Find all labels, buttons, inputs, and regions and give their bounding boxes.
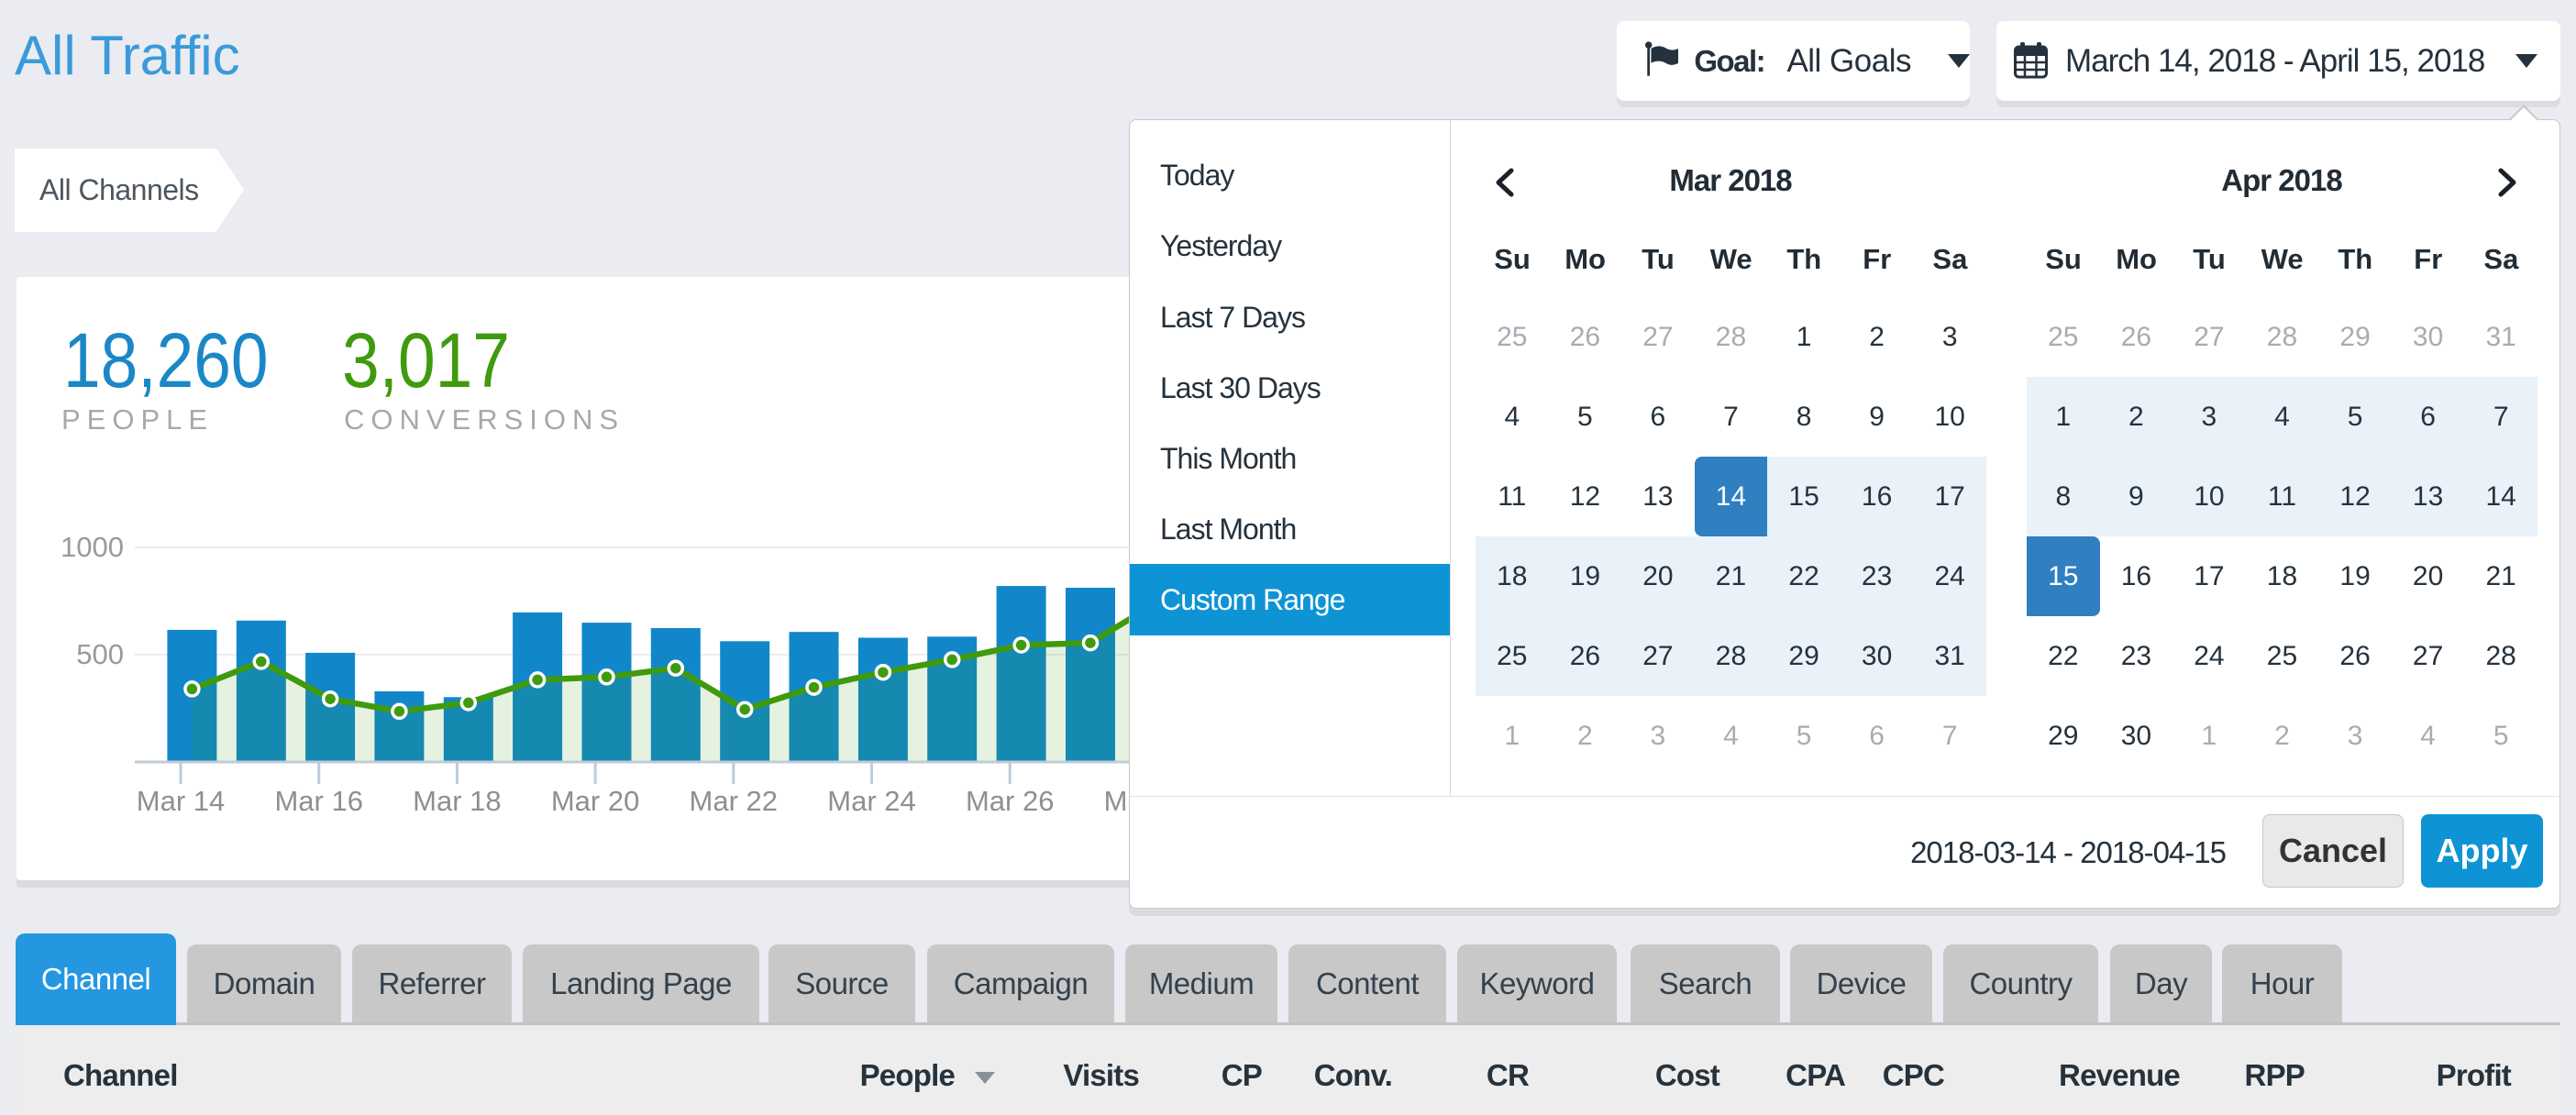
svg-text:Mar 20: Mar 20 [551, 785, 639, 817]
svg-text:Mar 16: Mar 16 [274, 785, 362, 817]
svg-text:Mar 26: Mar 26 [966, 785, 1054, 817]
svg-text:Mar 24: Mar 24 [827, 785, 915, 817]
svg-text:Mar 18: Mar 18 [413, 785, 501, 817]
svg-text:Mar 14: Mar 14 [137, 785, 225, 817]
svg-text:Mar 22: Mar 22 [690, 785, 778, 817]
svg-text:500: 500 [76, 638, 124, 670]
svg-text:1000: 1000 [61, 531, 124, 563]
